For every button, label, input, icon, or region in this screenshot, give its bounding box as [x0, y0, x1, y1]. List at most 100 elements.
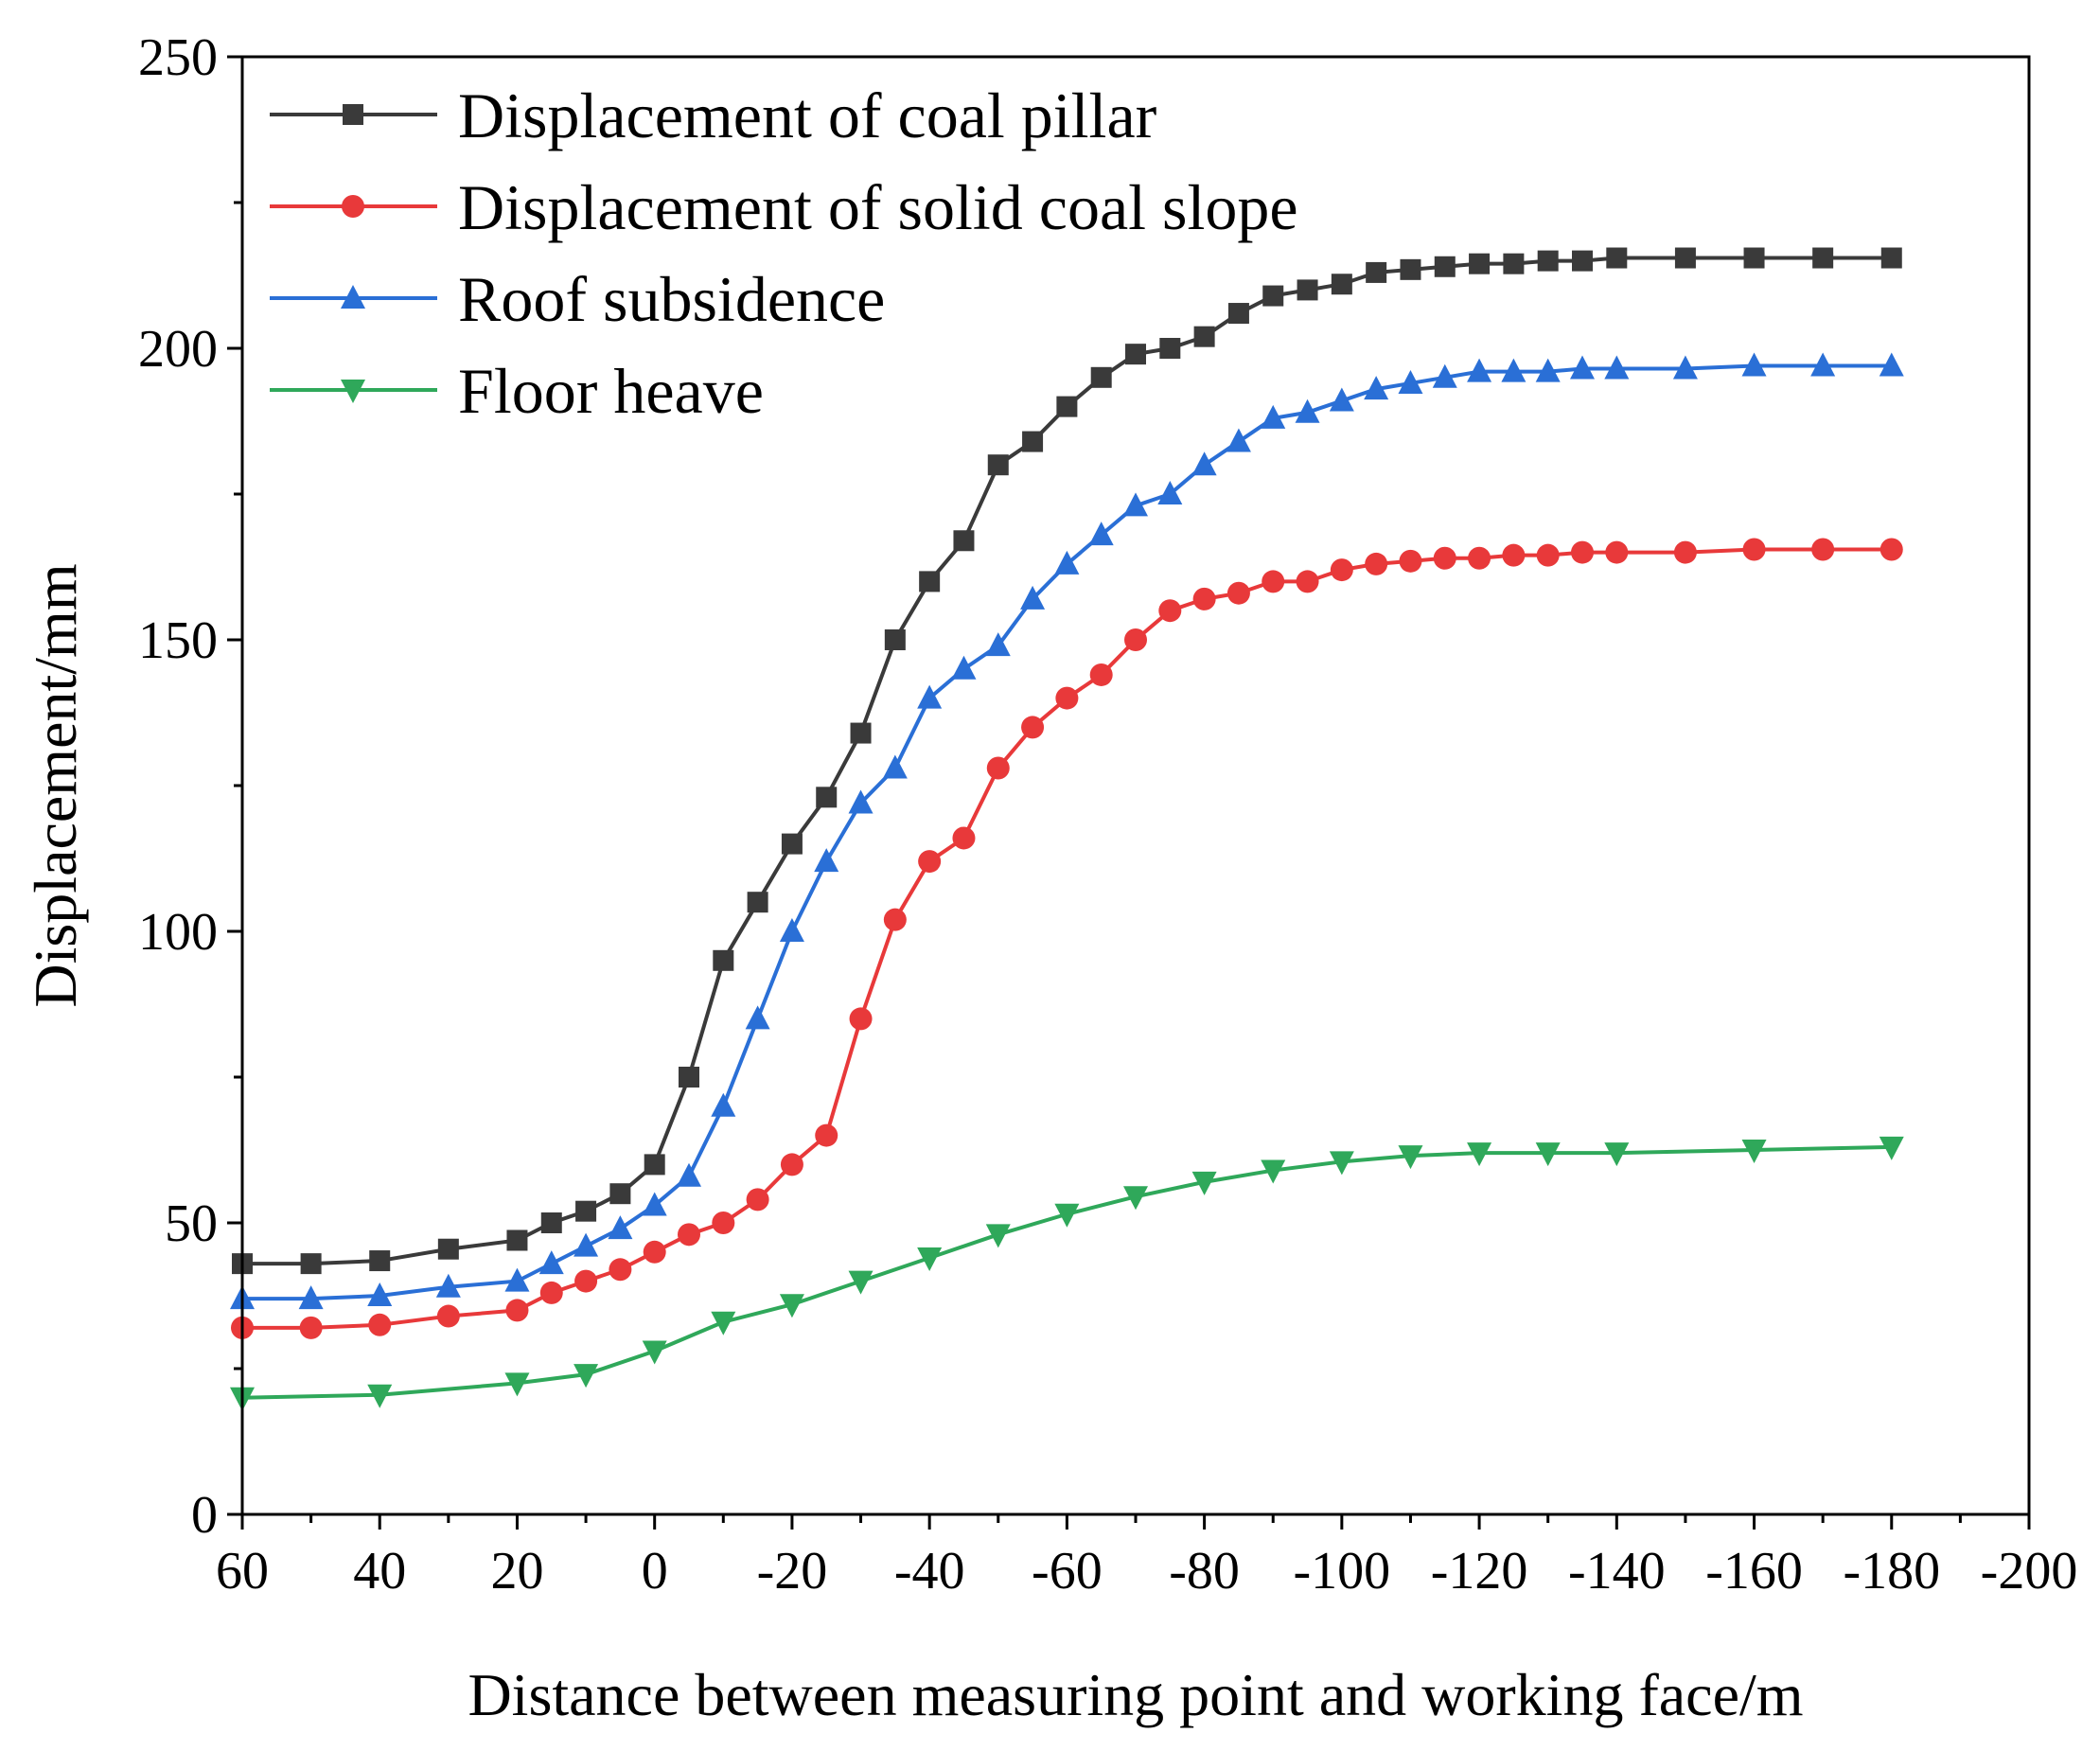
data-point-displacement-of-solid-coal-slope	[746, 1188, 769, 1212]
data-point-floor-heave	[1741, 1140, 1767, 1163]
data-point-roof-subsidence	[1054, 550, 1080, 575]
data-point-displacement-of-coal-pillar	[1297, 279, 1318, 301]
data-point-displacement-of-solid-coal-slope	[712, 1212, 735, 1234]
data-point-displacement-of-coal-pillar	[1056, 396, 1078, 417]
x-tick-label: -140	[1568, 1542, 1666, 1601]
data-point-roof-subsidence	[1535, 358, 1561, 382]
legend-label-displacement-of-solid-coal-slope: Displacement of solid coal slope	[458, 171, 1298, 243]
data-point-displacement-of-solid-coal-slope	[1226, 581, 1250, 605]
data-point-roof-subsidence	[608, 1215, 633, 1240]
data-point-displacement-of-coal-pillar	[1537, 250, 1559, 272]
data-point-displacement-of-coal-pillar	[919, 571, 941, 593]
x-tick-label: -200	[1981, 1542, 2078, 1601]
data-point-roof-subsidence	[435, 1273, 461, 1298]
data-point-displacement-of-solid-coal-slope	[1742, 538, 1766, 561]
data-point-displacement-of-solid-coal-slope	[436, 1304, 460, 1328]
data-point-displacement-of-solid-coal-slope	[609, 1258, 632, 1282]
data-point-displacement-of-solid-coal-slope	[1296, 570, 1319, 593]
x-tick-label: 20	[490, 1542, 543, 1601]
data-point-displacement-of-coal-pillar	[575, 1200, 597, 1222]
data-point-displacement-of-coal-pillar	[953, 530, 975, 552]
x-tick-label: -80	[1169, 1542, 1240, 1601]
data-point-displacement-of-coal-pillar	[437, 1238, 459, 1260]
data-point-displacement-of-solid-coal-slope	[986, 756, 1010, 780]
data-point-roof-subsidence	[504, 1267, 530, 1292]
x-tick-label: -100	[1294, 1542, 1391, 1601]
data-point-displacement-of-coal-pillar	[850, 722, 872, 744]
data-point-roof-subsidence	[1810, 352, 1836, 377]
data-point-roof-subsidence	[367, 1282, 393, 1306]
data-point-roof-subsidence	[848, 789, 874, 814]
data-point-displacement-of-solid-coal-slope	[815, 1123, 838, 1147]
legend-label-roof-subsidence: Roof subsidence	[458, 263, 885, 335]
data-point-roof-subsidence	[1398, 369, 1423, 394]
series-line-floor-heave	[241, 1144, 1892, 1400]
data-point-floor-heave	[1261, 1159, 1286, 1184]
data-point-displacement-of-solid-coal-slope	[1021, 716, 1045, 739]
data-point-roof-subsidence	[1879, 352, 1904, 377]
data-point-roof-subsidence	[951, 655, 977, 680]
data-point-floor-heave	[917, 1247, 943, 1271]
data-point-floor-heave	[504, 1372, 530, 1397]
y-axis-label: Displacement/mm	[22, 563, 89, 1007]
data-point-roof-subsidence	[1604, 355, 1630, 380]
data-point-roof-subsidence	[814, 848, 839, 873]
data-point-floor-heave	[1467, 1142, 1492, 1167]
data-point-displacement-of-coal-pillar	[540, 1212, 562, 1233]
data-point-displacement-of-solid-coal-slope	[1673, 540, 1697, 564]
data-point-displacement-of-solid-coal-slope	[643, 1240, 666, 1264]
data-point-displacement-of-solid-coal-slope	[1192, 587, 1216, 610]
data-point-displacement-of-solid-coal-slope	[1365, 552, 1388, 575]
data-point-roof-subsidence	[677, 1162, 701, 1187]
data-point-displacement-of-solid-coal-slope	[1158, 599, 1182, 623]
data-point-roof-subsidence	[779, 918, 804, 942]
legend-label-floor-heave: Floor heave	[458, 355, 764, 427]
data-point-roof-subsidence	[1570, 355, 1595, 380]
data-point-displacement-of-coal-pillar	[1159, 338, 1181, 359]
data-point-displacement-of-solid-coal-slope	[1811, 538, 1835, 561]
data-point-floor-heave	[1535, 1142, 1561, 1167]
data-point-displacement-of-coal-pillar	[1434, 256, 1456, 277]
legend-marker-roof-subsidence	[341, 285, 365, 309]
data-point-displacement-of-coal-pillar	[884, 629, 906, 650]
data-point-roof-subsidence	[1226, 428, 1251, 452]
data-point-displacement-of-coal-pillar	[1366, 261, 1387, 283]
series-line-roof-subsidence	[242, 363, 1892, 1301]
data-point-roof-subsidence	[1672, 355, 1698, 380]
data-point-displacement-of-coal-pillar	[300, 1253, 322, 1275]
data-point-floor-heave	[367, 1384, 393, 1408]
data-point-roof-subsidence	[882, 754, 908, 779]
data-point-floor-heave	[779, 1294, 804, 1318]
data-point-floor-heave	[574, 1364, 599, 1388]
x-tick-label: 0	[642, 1542, 668, 1601]
data-point-displacement-of-solid-coal-slope	[678, 1223, 700, 1247]
x-tick-label: -160	[1705, 1542, 1803, 1601]
data-point-roof-subsidence	[1157, 481, 1183, 504]
data-point-roof-subsidence	[1432, 363, 1457, 388]
data-point-floor-heave	[1191, 1171, 1217, 1195]
data-point-displacement-of-coal-pillar	[1331, 274, 1352, 295]
data-point-roof-subsidence	[917, 684, 943, 709]
data-point-roof-subsidence	[711, 1092, 736, 1117]
data-point-displacement-of-coal-pillar	[1812, 247, 1834, 269]
data-point-displacement-of-coal-pillar	[1193, 326, 1215, 347]
data-point-displacement-of-solid-coal-slope	[1124, 628, 1147, 651]
data-point-displacement-of-solid-coal-slope	[1536, 543, 1560, 567]
data-point-floor-heave	[1604, 1142, 1630, 1167]
data-point-floor-heave	[985, 1224, 1011, 1248]
x-tick-label: -40	[894, 1542, 965, 1601]
x-axis: 60 40 20 0 -20 -40 -60 -80 -100 -120 -140 -160 -180-…	[216, 1514, 2077, 1601]
y-tick-label: 50	[165, 1194, 218, 1253]
data-point-floor-heave	[1398, 1145, 1423, 1170]
x-tick-label: 60	[216, 1542, 269, 1601]
data-point-roof-subsidence	[1261, 404, 1286, 429]
y-tick-label: 200	[138, 320, 218, 379]
data-point-floor-heave	[642, 1340, 667, 1365]
data-point-displacement-of-coal-pillar	[1503, 253, 1525, 274]
plot-marks	[230, 247, 1904, 1411]
data-point-displacement-of-solid-coal-slope	[505, 1299, 529, 1322]
data-point-roof-subsidence	[574, 1232, 599, 1257]
data-point-displacement-of-coal-pillar	[1090, 366, 1112, 388]
data-point-displacement-of-solid-coal-slope	[849, 1007, 873, 1031]
